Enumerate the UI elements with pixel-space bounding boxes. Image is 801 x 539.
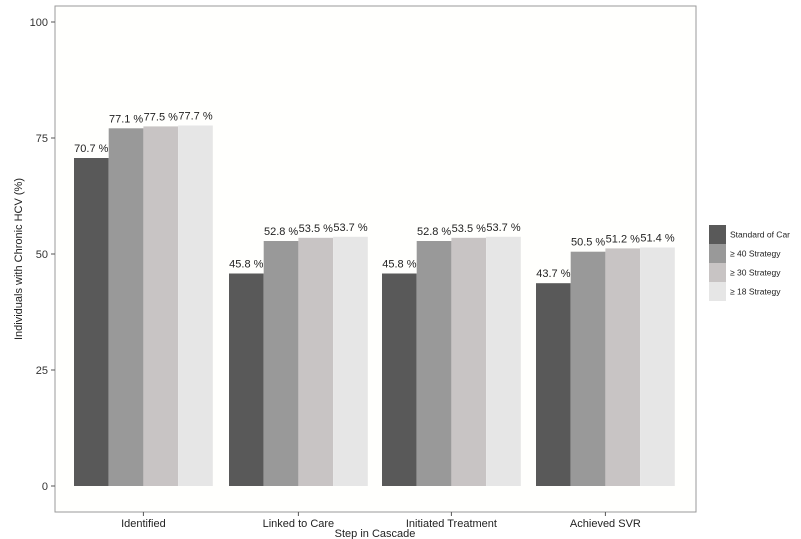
data-label: 45.8 %	[382, 259, 416, 271]
bar	[298, 237, 334, 486]
data-label: 45.8 %	[229, 259, 263, 271]
legend-label: ≥ 18 Strategy	[730, 287, 781, 297]
bar	[229, 273, 264, 486]
bar	[108, 128, 144, 487]
legend: Standard of Car ≥ 40 Strategy ≥ 30 Strateg…	[709, 225, 790, 301]
bar	[416, 241, 452, 486]
bar	[536, 283, 571, 486]
data-label: 51.2 %	[606, 233, 640, 245]
bar	[605, 248, 641, 486]
x-tick-label: Identified	[121, 518, 166, 530]
legend-label: ≥ 40 Strategy	[730, 249, 781, 259]
bar	[143, 126, 179, 487]
y-axis-title: Individuals with Chronic HCV (%)	[13, 178, 25, 340]
bar	[178, 125, 213, 486]
x-tick-label: Linked to Care	[263, 518, 335, 530]
bar	[74, 158, 109, 486]
x-tick-label: Initiated Treatment	[406, 518, 497, 530]
legend-swatch	[709, 225, 726, 244]
data-label: 52.8 %	[264, 226, 298, 238]
bar	[451, 237, 487, 486]
x-axis-title: Step in Cascade	[335, 528, 416, 539]
y-axis: 0 25 50 75 100	[30, 17, 55, 493]
data-label: 51.4 %	[640, 233, 674, 245]
y-tick-label: 100	[30, 17, 48, 29]
y-tick-label: 75	[36, 133, 48, 145]
legend-swatch	[709, 263, 726, 282]
bar	[640, 247, 675, 486]
data-labels: 70.7 %77.1 % 77.5 % 77.7 %45.8 %52.8 % 53.5…	[74, 111, 675, 281]
legend-label: ≥ 30 Strategy	[730, 268, 781, 278]
y-tick-label: 25	[36, 365, 48, 377]
bar	[263, 241, 299, 486]
data-label: 53.5 %	[452, 223, 486, 235]
data-label: 53.7 %	[486, 222, 520, 234]
data-label: 43.7 %	[536, 268, 570, 280]
data-label: 52.8 %	[417, 226, 451, 238]
x-axis: Identified Linked to Care Initiated Treatm…	[121, 512, 641, 530]
x-tick-label: Achieved SVR	[570, 518, 641, 530]
data-label: 77.5 %	[144, 111, 178, 123]
data-label: 53.5 %	[299, 223, 333, 235]
data-label: 70.7 %	[74, 143, 108, 155]
data-label: 77.1 %	[109, 113, 143, 125]
bar	[333, 236, 368, 486]
y-tick-label: 0	[42, 481, 48, 493]
bar	[570, 251, 606, 486]
legend-swatch	[709, 244, 726, 263]
bar	[382, 273, 417, 486]
y-tick-label: 50	[36, 249, 48, 261]
legend-label: Standard of Car	[730, 230, 790, 240]
data-label: 77.7 %	[178, 111, 212, 123]
bars	[74, 125, 675, 487]
legend-swatch	[709, 282, 726, 301]
bar	[486, 236, 521, 486]
data-label: 50.5 %	[571, 237, 605, 249]
data-label: 53.7 %	[333, 222, 367, 234]
